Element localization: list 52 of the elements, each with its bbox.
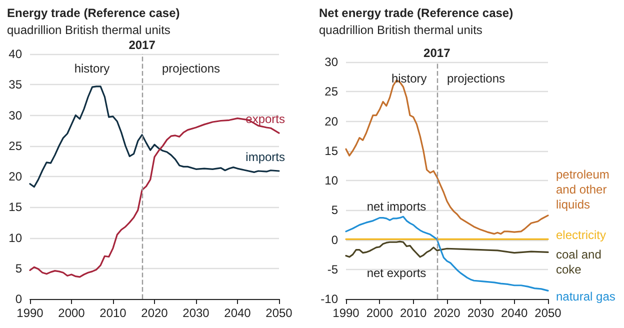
y-tick-label: 0 [15,292,22,306]
chart-subtitle: quadrillion British thermal units [7,23,170,37]
y-tick-label: 15 [324,144,338,158]
y-tick-label: 25 [8,138,22,153]
x-tick-label: 1990 [16,306,44,320]
x-tick-label: 2050 [534,306,562,320]
y-tick-label: -10 [320,292,338,306]
annotation: projections [447,72,506,86]
line-series [345,216,549,292]
y-tick-label: 15 [8,200,22,214]
series-label: exports [246,112,285,126]
x-tick-label: 2010 [400,306,428,320]
annotation: projections [162,62,220,76]
chart-title: Energy trade (Reference case) [7,6,180,20]
series-label: imports [246,150,285,164]
annotation: net imports [366,200,426,214]
y-tick-label: -5 [327,262,338,276]
y-tick-label: 10 [8,230,22,245]
annotation: history [391,72,427,86]
y-tick-label: 10 [324,174,338,188]
x-tick-label: 2040 [224,306,252,320]
chart-subtitle: quadrillion British thermal units [319,23,482,37]
annotation: net exports [366,266,426,280]
y-tick-label: 40 [8,47,22,61]
y-tick-label: 5 [15,261,22,276]
series-label: electricity [556,228,606,242]
x-tick-label: 2030 [467,306,494,320]
ref-line-label: 2017 [424,46,451,60]
x-tick-label: 2000 [366,306,394,320]
series-label: natural gas [556,290,616,304]
x-tick-label: 1990 [332,306,360,320]
x-tick-label: 2020 [141,306,168,320]
series-label: coal and coke [556,248,602,277]
x-tick-label: 2020 [434,306,461,320]
y-tick-label: 5 [331,203,338,218]
y-tick-label: 20 [8,170,22,184]
y-tick-label: 35 [8,78,22,92]
y-tick-label: 20 [324,114,338,128]
y-tick-label: 30 [8,108,22,122]
x-tick-label: 2030 [182,306,210,320]
series-label: petroleum and other liquids [556,167,610,212]
y-tick-label: 25 [324,84,338,99]
ref-line-label: 2017 [128,38,156,52]
chart-title: Net energy trade (Reference case) [319,6,514,20]
x-tick-label: 2000 [58,306,86,320]
x-tick-label: 2010 [100,306,127,320]
x-tick-label: 2040 [500,306,528,320]
line-series [345,240,549,258]
x-tick-label: 2050 [266,306,293,320]
annotation: history [74,62,110,76]
y-tick-label: 30 [324,55,338,69]
y-tick-label: 0 [331,232,338,247]
